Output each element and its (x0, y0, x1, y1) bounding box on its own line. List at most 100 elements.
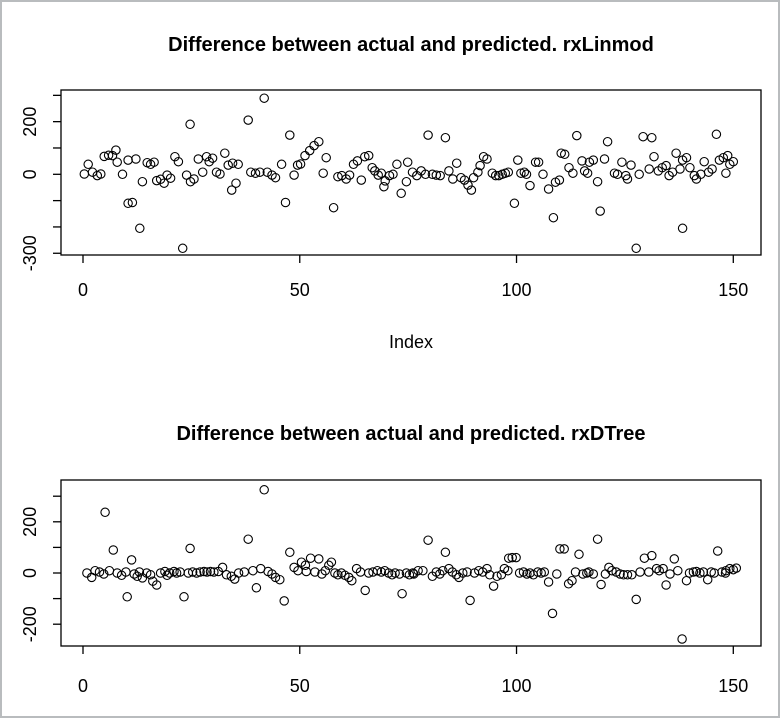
data-point (295, 159, 306, 169)
data-point (126, 555, 137, 565)
data-point (579, 166, 590, 176)
data-point (582, 168, 593, 178)
data-point (401, 568, 412, 578)
data-point (209, 567, 219, 577)
data-point (559, 149, 570, 160)
data-point (559, 544, 569, 554)
data-point (262, 167, 273, 177)
data-point (170, 151, 180, 162)
data-point (231, 178, 241, 188)
data-point (574, 549, 584, 560)
data-point (582, 568, 592, 578)
data-point (267, 569, 277, 579)
data-point (503, 565, 513, 576)
x-tick-label: 50 (290, 280, 310, 300)
data-point (599, 154, 610, 164)
data-point (702, 574, 713, 585)
panel-rxlinmod-yticks: 200 0 -300 (20, 94, 61, 271)
data-point (275, 574, 285, 585)
data-point (617, 157, 627, 167)
data-point (671, 148, 681, 158)
data-point (451, 158, 462, 168)
data-point (626, 160, 636, 170)
data-point (123, 155, 133, 165)
data-point (197, 167, 208, 177)
data-point (440, 132, 451, 143)
data-point (482, 563, 492, 574)
data-point (401, 176, 412, 187)
y-tick-label: -300 (20, 235, 40, 271)
data-point (408, 568, 418, 578)
data-point (509, 198, 520, 209)
data-point (321, 152, 331, 163)
data-point (651, 563, 662, 574)
data-point (431, 170, 442, 180)
data-point (503, 553, 514, 563)
data-point (304, 145, 315, 156)
data-point (649, 151, 659, 162)
data-point (423, 130, 433, 140)
data-point (459, 175, 470, 185)
data-point (555, 544, 565, 554)
data-point (207, 153, 218, 163)
data-point (563, 579, 574, 589)
data-point (712, 546, 723, 556)
data-point (703, 167, 714, 177)
panel-rxdtree-box (60, 479, 762, 647)
panel-rxlinmod-title: Difference between actual and predicted.… (168, 34, 654, 56)
data-point (451, 570, 462, 580)
data-point (554, 175, 565, 185)
data-point (622, 570, 633, 580)
data-point (221, 570, 232, 580)
data-point (511, 552, 521, 563)
data-point (396, 188, 406, 199)
data-point (647, 132, 657, 143)
panel-rxlinmod: Difference between actual and predicted.… (20, 34, 762, 352)
x-tick-label: 0 (78, 280, 88, 300)
data-point (243, 534, 253, 544)
data-point (638, 131, 648, 142)
data-point (317, 569, 327, 579)
data-point (602, 136, 613, 147)
data-point (402, 157, 413, 167)
y-tick-label: -200 (20, 606, 40, 642)
data-point (285, 130, 295, 140)
data-point (661, 580, 671, 590)
panel-rxdtree-xticks: 0 50 100 150 (78, 646, 748, 696)
data-point (612, 169, 623, 180)
data-point (233, 159, 243, 170)
data-point (533, 157, 544, 167)
data-point (179, 592, 189, 602)
data-point (326, 557, 337, 567)
data-point (380, 176, 390, 186)
data-point (99, 569, 109, 579)
data-point (82, 568, 92, 578)
data-point (123, 198, 133, 209)
data-point (223, 160, 233, 170)
data-point (379, 181, 389, 192)
data-point (661, 160, 671, 171)
data-point (285, 547, 295, 558)
data-point (664, 170, 674, 181)
data-point (356, 175, 367, 185)
data-point (363, 150, 374, 161)
data-point (129, 569, 139, 579)
data-point (324, 560, 334, 571)
data-point (688, 567, 699, 577)
data-point (390, 568, 400, 578)
data-point (79, 169, 90, 179)
data-point (711, 129, 722, 140)
data-point (484, 570, 495, 580)
data-point (279, 596, 289, 606)
data-point (615, 569, 625, 579)
data-point (423, 535, 433, 545)
data-point (111, 145, 121, 155)
data-point (604, 562, 614, 573)
data-point (503, 167, 514, 177)
data-point (525, 180, 535, 191)
data-point (137, 176, 148, 187)
data-point (185, 119, 195, 130)
data-point (360, 151, 370, 162)
data-point (259, 93, 269, 103)
